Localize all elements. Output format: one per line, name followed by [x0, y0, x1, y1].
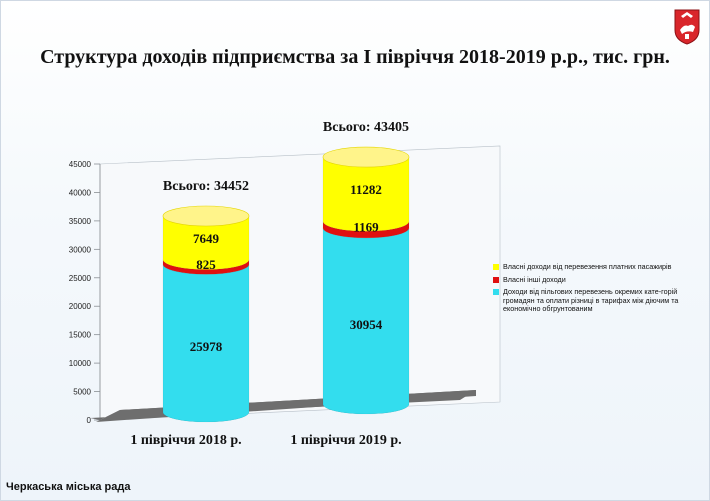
y-tick-label-15000: 15000 [69, 331, 92, 340]
y-tick-label-5000: 5000 [73, 388, 91, 397]
y-tick-label-40000: 40000 [69, 188, 92, 197]
chart-title: Структура доходів підприємства за І півр… [40, 46, 670, 68]
cylinder-top-1 [322, 146, 410, 168]
legend-label-other: Власні інші доходи [503, 274, 566, 284]
legend-swatch-passenger [493, 264, 499, 270]
y-tick-label-45000: 45000 [69, 160, 92, 169]
city-coat-of-arms-icon [674, 9, 700, 45]
y-tick-label-0: 0 [87, 416, 92, 425]
data-label-passenger-0: 7649 [193, 231, 220, 246]
data-label-passenger-1: 11282 [350, 182, 382, 197]
data-label-other-0: 825 [196, 257, 216, 272]
data-label-other-1: 1169 [353, 220, 379, 235]
footer-organization: Черкаська міська рада [6, 481, 131, 493]
legend-item-other: Власні інші доходи [493, 274, 698, 285]
total-label-1: Всього: 43405 [323, 120, 409, 135]
legend-item-subsidy: Доходи від пільгових перевезень окремих … [493, 287, 698, 314]
legend-label-passenger: Власні доходи від перевезення платних па… [503, 262, 672, 271]
back-wall [99, 145, 501, 421]
legend-item-passenger: Власні доходи від перевезення платних па… [493, 262, 698, 272]
y-tick-label-25000: 25000 [69, 274, 92, 283]
category-label-0: 1 півріччя 2018 р. [130, 433, 241, 448]
y-tick-label-30000: 30000 [69, 245, 92, 254]
legend-swatch-other [493, 276, 499, 283]
data-label-subsidy-0: 25978 [190, 339, 223, 354]
chart-legend: Власні доходи від перевезення платних па… [493, 262, 698, 318]
legend-label-subsidy: Доходи від пільгових перевезень окремих … [503, 287, 679, 313]
legend-swatch-subsidy [493, 289, 499, 295]
y-tick-label-20000: 20000 [69, 302, 92, 311]
total-label-0: Всього: 34452 [163, 179, 249, 194]
category-label-1: 1 півріччя 2019 р. [290, 433, 401, 448]
data-label-subsidy-1: 30954 [350, 317, 383, 332]
cylinder-top-0 [162, 205, 250, 227]
y-tick-label-10000: 10000 [69, 359, 92, 368]
y-tick-label-35000: 35000 [69, 217, 92, 226]
